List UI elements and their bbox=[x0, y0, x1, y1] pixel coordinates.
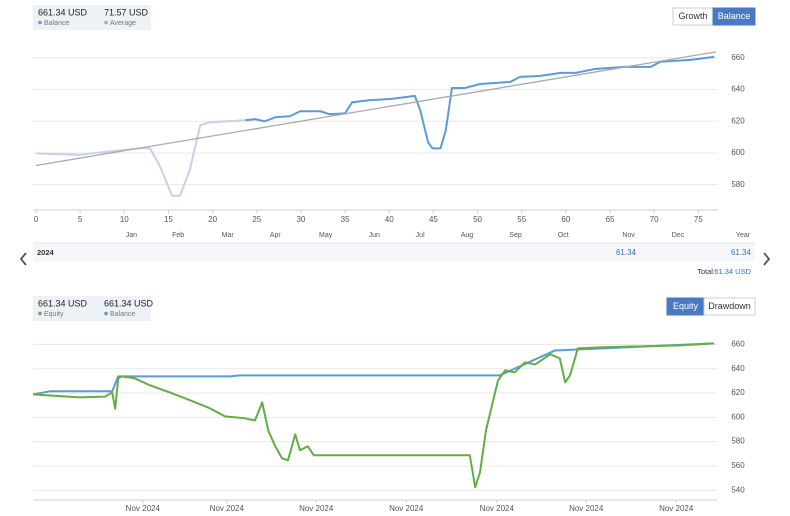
series-line bbox=[35, 51, 717, 167]
month-label: Jan bbox=[126, 232, 137, 239]
x-tick-label: 5 bbox=[78, 215, 83, 224]
series-line bbox=[245, 55, 715, 150]
stat-label: Average bbox=[110, 20, 136, 27]
series-line bbox=[32, 342, 715, 396]
y-tick-label: 660 bbox=[731, 339, 745, 348]
stat-value: 661.34 USD bbox=[38, 298, 88, 308]
month-label: Mar bbox=[222, 232, 235, 239]
table-cell: 61.34 bbox=[616, 248, 637, 257]
next-arrow[interactable] bbox=[763, 252, 771, 266]
y-tick-label: 580 bbox=[731, 437, 745, 446]
total-label: Total: bbox=[697, 267, 715, 276]
stat-value: 71.57 USD bbox=[104, 7, 149, 17]
x-tick-label: 60 bbox=[561, 215, 570, 224]
x-tick-label: Nov 2024 bbox=[569, 504, 604, 513]
x-tick-label: 50 bbox=[473, 215, 482, 224]
x-tick-label: 45 bbox=[429, 215, 438, 224]
y-tick-label: 560 bbox=[731, 461, 745, 470]
x-tick-label: Nov 2024 bbox=[480, 504, 515, 513]
total-value: 61.34 USD bbox=[714, 267, 751, 276]
month-label: Apr bbox=[270, 232, 282, 239]
stat-dot bbox=[38, 311, 42, 316]
x-tick-label: Nov 2024 bbox=[389, 504, 424, 513]
y-tick-label: 540 bbox=[731, 485, 745, 494]
x-tick-label: Nov 2024 bbox=[299, 504, 334, 513]
table-row bbox=[33, 243, 755, 262]
month-label: Jun bbox=[369, 232, 380, 239]
x-tick-label: 65 bbox=[606, 215, 615, 224]
y-tick-label: 600 bbox=[731, 412, 745, 421]
y-tick-label: 600 bbox=[731, 148, 745, 157]
y-tick-label: 620 bbox=[731, 116, 745, 125]
button-label[interactable]: Drawdown bbox=[708, 301, 751, 311]
y-tick-label: 640 bbox=[731, 85, 745, 94]
button-active[interactable] bbox=[712, 7, 756, 26]
y-tick-label: 580 bbox=[731, 180, 745, 189]
x-tick-label: Nov 2024 bbox=[210, 504, 245, 513]
month-label: Feb bbox=[172, 232, 184, 239]
button-label[interactable]: Growth bbox=[678, 11, 707, 21]
stat-dot bbox=[38, 20, 42, 25]
x-tick-label: 35 bbox=[341, 215, 350, 224]
stat-label: Equity bbox=[44, 311, 64, 318]
button-label[interactable]: Balance bbox=[718, 11, 751, 21]
stat-value: 661.34 USD bbox=[104, 298, 154, 308]
table-cell: 2024 bbox=[37, 248, 55, 257]
button-label[interactable]: Equity bbox=[673, 301, 699, 311]
x-tick-label: 15 bbox=[164, 215, 173, 224]
x-tick-label: 0 bbox=[34, 215, 39, 224]
month-label: Nov bbox=[622, 232, 635, 239]
month-label: Aug bbox=[461, 232, 474, 239]
month-label: May bbox=[319, 232, 333, 239]
stat-dot bbox=[104, 20, 108, 25]
x-tick-label: 10 bbox=[120, 215, 129, 224]
y-tick-label: 640 bbox=[731, 364, 745, 373]
x-tick-label: 30 bbox=[296, 215, 305, 224]
month-label: Dec bbox=[672, 232, 685, 239]
x-tick-label: 25 bbox=[252, 215, 261, 224]
x-tick-label: 55 bbox=[517, 215, 526, 224]
series-line bbox=[35, 119, 246, 197]
stats-box bbox=[33, 5, 151, 30]
x-tick-label: 70 bbox=[650, 215, 659, 224]
stat-dot bbox=[104, 311, 108, 316]
button[interactable] bbox=[703, 297, 756, 316]
month-label: Oct bbox=[558, 232, 569, 239]
stat-label: Balance bbox=[44, 20, 69, 27]
stat-value: 661.34 USD bbox=[38, 7, 88, 17]
x-tick-label: 75 bbox=[694, 215, 703, 224]
year-label: Year bbox=[736, 232, 751, 239]
x-tick-label: Nov 2024 bbox=[126, 504, 161, 513]
month-label: Sep bbox=[509, 232, 522, 239]
x-tick-label: 40 bbox=[385, 215, 394, 224]
x-tick-label: Nov 2024 bbox=[659, 504, 694, 513]
stats-box bbox=[33, 296, 151, 321]
stat-label: Balance bbox=[110, 311, 135, 318]
y-tick-label: 620 bbox=[731, 388, 745, 397]
x-tick-label: 20 bbox=[208, 215, 217, 224]
series-line bbox=[32, 342, 715, 489]
y-tick-label: 660 bbox=[731, 53, 745, 62]
table-cell: 61.34 bbox=[731, 248, 752, 257]
month-label: Jul bbox=[416, 232, 425, 239]
prev-arrow[interactable] bbox=[19, 252, 27, 266]
